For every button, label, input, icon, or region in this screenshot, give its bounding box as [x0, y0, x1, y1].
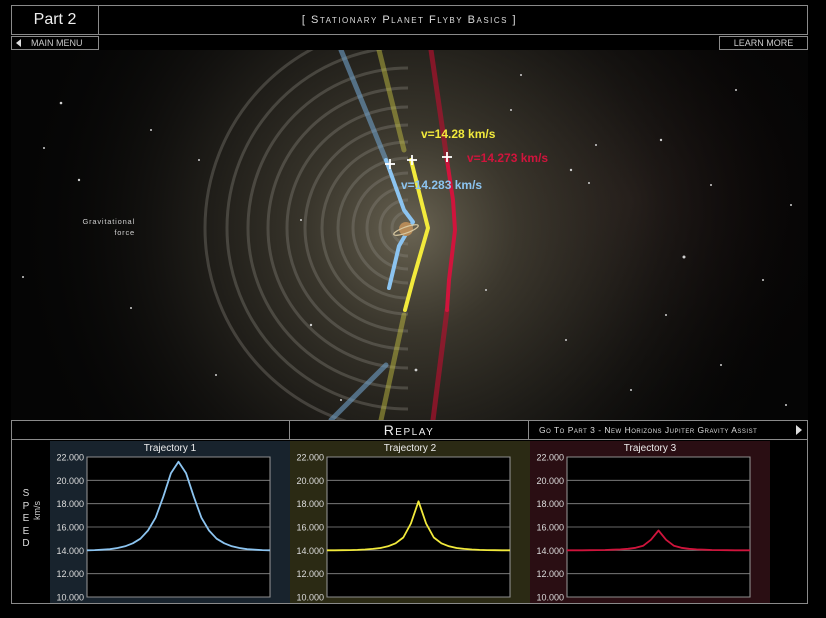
trajectory-1-path	[384, 158, 415, 290]
chart-tick-label: 22.000	[536, 453, 564, 463]
main-menu-label: MAIN MENU	[31, 38, 83, 48]
velocity-labels: v=14.28 km/s v=14.273 km/s v=14.283 km/s	[401, 127, 548, 192]
stars	[22, 74, 792, 406]
go-to-part-3-label: Go To Part 3 - New Horizons Jupiter Grav…	[539, 425, 758, 435]
chart-tick-label: 12.000	[56, 569, 84, 579]
chart-tick-label: 12.000	[536, 569, 564, 579]
trajectory-2-chart-title: Trajectory 2	[383, 443, 437, 454]
title-bar: [ Stationary Planet Flyby Basics ]	[11, 5, 808, 35]
speed-axis-label: S P E E D	[14, 488, 38, 551]
speed-letter: P	[22, 500, 30, 512]
chart-tick-label: 10.000	[536, 593, 564, 603]
chart-tick-label: 18.000	[56, 499, 84, 509]
chart-tick-label: 20.000	[296, 476, 324, 486]
go-to-part-3-button[interactable]: Go To Part 3 - New Horizons Jupiter Grav…	[529, 420, 808, 440]
chart-tick-label: 14.000	[536, 546, 564, 556]
speed-letter: S	[22, 488, 30, 499]
replay-button[interactable]: Replay	[289, 420, 529, 440]
chart-tick-label: 22.000	[296, 453, 324, 463]
chart-tick-label: 10.000	[56, 593, 84, 603]
velocity-label-trajectory-3: v=14.273 km/s	[467, 151, 548, 165]
spacecraft-markers	[385, 152, 452, 169]
trajectory-2-chart: 22.000 20.000 18.000 16.000 14.000 12.000 10.0…	[290, 441, 530, 603]
trajectory-3-chart: 22.000 20.000 18.000 16.000 14.000 12.000 10.0…	[530, 441, 770, 603]
gravity-label-line2: force	[114, 228, 135, 237]
chart-tick-label: 14.000	[56, 546, 84, 556]
chart-tick-label: 14.000	[296, 546, 324, 556]
speed-letter: E	[22, 513, 30, 524]
speed-letter: D	[22, 538, 30, 549]
speed-unit-label: km/s	[32, 501, 42, 520]
trajectory-1-chart: 22.000 20.000 18.000 16.000 14.000 12.000 10.0…	[50, 441, 290, 603]
velocity-label-trajectory-2: v=14.28 km/s	[421, 127, 496, 141]
chart-tick-label: 20.000	[536, 476, 564, 486]
chevron-left-icon	[16, 39, 21, 47]
gravitational-force-label: Gravitational force	[82, 217, 135, 237]
speed-charts-area	[11, 440, 808, 604]
trajectory-3-path	[445, 158, 457, 312]
chart-tick-label: 16.000	[536, 523, 564, 533]
simulation-view: Gravitational force v=14.28 km/s	[11, 50, 808, 420]
learn-more-button[interactable]: LEARN MORE	[719, 36, 808, 50]
chart-tick-label: 22.000	[56, 453, 84, 463]
chart-tick-label: 16.000	[296, 523, 324, 533]
trajectory-3-chart-svg: 22.000 20.000 18.000 16.000 14.000 12.000 10.0…	[530, 441, 770, 603]
trajectory-1-chart-title: Trajectory 1	[143, 443, 197, 454]
chevron-right-icon	[796, 425, 802, 435]
gravity-rings	[203, 50, 408, 420]
chart-tick-label: 16.000	[56, 523, 84, 533]
part-label-text: Part 2	[33, 11, 77, 28]
trajectory-1-chart-svg: 22.000 20.000 18.000 16.000 14.000 12.000 10.0…	[50, 441, 290, 603]
main-menu-button[interactable]: MAIN MENU	[11, 36, 99, 50]
trajectory-2-path	[403, 158, 430, 312]
chart-tick-label: 18.000	[536, 499, 564, 509]
learn-more-label: LEARN MORE	[733, 38, 794, 48]
chart-series-line	[86, 460, 271, 552]
trajectory-3-chart-title: Trajectory 3	[623, 443, 677, 454]
trajectory-active-paths	[384, 158, 457, 312]
replay-label: Replay	[383, 422, 435, 438]
part-label: Part 2	[11, 5, 99, 35]
page-title: [ Stationary Planet Flyby Basics ]	[301, 14, 518, 26]
chart-tick-label: 18.000	[296, 499, 324, 509]
chart-series-line	[327, 500, 510, 552]
velocity-label-trajectory-1: v=14.283 km/s	[401, 178, 482, 192]
chart-tick-label: 20.000	[56, 476, 84, 486]
trajectory-2-chart-svg: 22.000 20.000 18.000 16.000 14.000 12.000 10.0…	[290, 441, 530, 603]
simulation-canvas: Gravitational force v=14.28 km/s	[11, 50, 808, 420]
planet	[393, 222, 419, 236]
chart-tick-label: 10.000	[296, 593, 324, 603]
chart-series-line	[567, 529, 750, 552]
chart-tick-label: 12.000	[296, 569, 324, 579]
trajectory-faded-paths	[328, 50, 450, 420]
gravity-label-line1: Gravitational	[82, 217, 135, 226]
speed-letter: E	[22, 525, 30, 537]
